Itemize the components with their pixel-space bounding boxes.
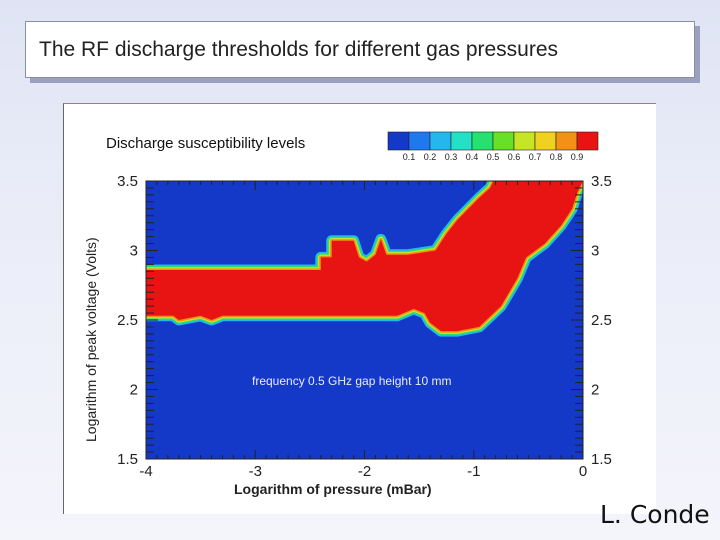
colorbar-swatch <box>429 131 452 151</box>
x-axis-label: Logarithm of pressure (mBar) <box>234 481 432 497</box>
colorbar: 0.1 0.2 0.3 0.4 0.5 0.6 0.7 0.8 0.9 <box>387 131 599 162</box>
y-tick-label-left: 3.5 <box>117 173 138 190</box>
y-tick-label-left: 3 <box>130 243 138 260</box>
author-name: L. Conde <box>600 500 710 529</box>
title-box: The RF discharge thresholds for differen… <box>25 21 695 78</box>
slide-title: The RF discharge thresholds for differen… <box>39 38 559 61</box>
axes: -4 -3 -2 -1 01.5 1.52 22.5 2.53 33.5 3.5 <box>117 173 612 480</box>
y-tick-label-right: 2 <box>591 382 599 399</box>
x-tick-label: 0 <box>579 463 587 480</box>
y-axis-label: Logarithm of peak voltage (Volts) <box>83 237 99 442</box>
x-tick-label: -2 <box>358 463 371 480</box>
x-tick-label: -4 <box>139 463 152 480</box>
y-tick-label-right: 1.5 <box>591 451 612 468</box>
y-tick-label-right: 3 <box>591 243 599 260</box>
discharge-core <box>146 181 583 332</box>
colorbar-level-label: 0.2 <box>424 152 437 162</box>
colorbar-swatch <box>408 131 431 151</box>
susceptibility-chart: Discharge susceptibility levels 0.1 0.2 0.… <box>83 131 612 497</box>
colorbar-level-label: 0.7 <box>529 152 542 162</box>
colorbar-title: Discharge susceptibility levels <box>106 135 305 152</box>
discharge-region <box>146 181 583 337</box>
colorbar-level-label: 0.4 <box>466 152 479 162</box>
colorbar-swatch <box>513 131 536 151</box>
plot-area <box>146 181 583 459</box>
chart-figure: Discharge susceptibility levels 0.1 0.2 0.… <box>63 103 656 514</box>
colorbar-level-label: 0.1 <box>403 152 416 162</box>
colorbar-level-label: 0.6 <box>508 152 521 162</box>
colorbar-swatch <box>471 131 494 151</box>
y-tick-label-left: 2.5 <box>117 312 138 329</box>
colorbar-swatch <box>576 131 599 151</box>
y-tick-label-right: 2.5 <box>591 312 612 329</box>
colorbar-swatch <box>492 131 515 151</box>
colorbar-level-label: 0.9 <box>571 152 584 162</box>
y-tick-label-left: 2 <box>130 382 138 399</box>
x-tick-label: -3 <box>249 463 262 480</box>
plot-annotation: frequency 0.5 GHz gap height 10 mm <box>252 374 451 388</box>
colorbar-swatch <box>450 131 473 151</box>
y-tick-label-left: 1.5 <box>117 451 138 468</box>
colorbar-level-label: 0.8 <box>550 152 563 162</box>
colorbar-level-label: 0.3 <box>445 152 458 162</box>
colorbar-swatch <box>555 131 578 151</box>
y-tick-label-right: 3.5 <box>591 173 612 190</box>
colorbar-level-label: 0.5 <box>487 152 500 162</box>
colorbar-swatch <box>387 131 410 151</box>
x-tick-label: -1 <box>467 463 480 480</box>
colorbar-swatch <box>534 131 557 151</box>
